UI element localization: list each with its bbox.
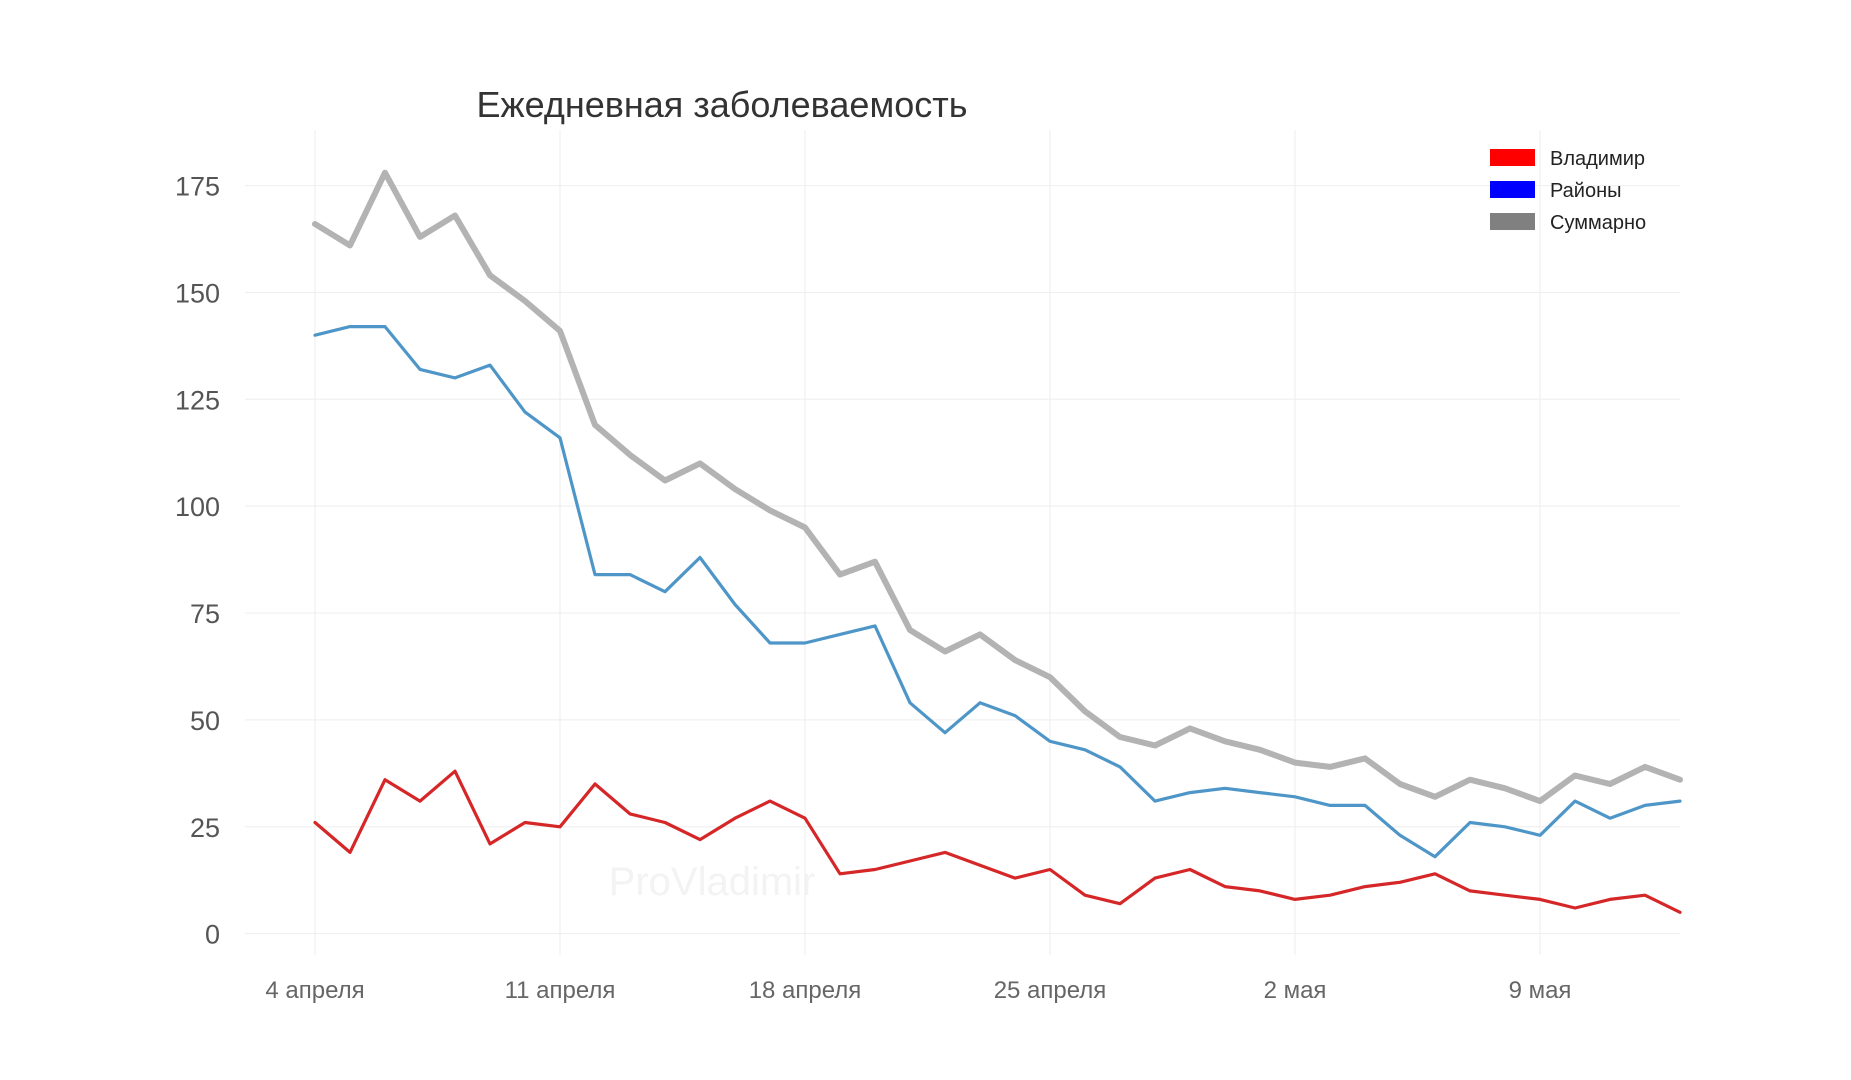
series-line-Суммарно [312, 169, 1683, 805]
x-tick-label: 18 апреля [749, 977, 862, 1004]
x-tick-label: 25 апреля [994, 977, 1107, 1004]
watermark: ProVladimir [609, 860, 816, 904]
legend-label: Районы [1550, 180, 1622, 202]
x-tick-label: 9 мая [1509, 977, 1572, 1004]
y-tick-label: 0 [205, 920, 220, 950]
y-tick-label: 175 [175, 172, 220, 202]
grid [245, 130, 1680, 955]
x-tick-label: 4 апреля [265, 977, 364, 1004]
y-axis-ticks: 0 25 50 75 100 125 150 175 [175, 172, 220, 950]
series-line-Владимир [313, 769, 1682, 914]
y-tick-label: 75 [190, 599, 220, 629]
y-tick-label: 50 [190, 706, 220, 736]
legend-swatch [1490, 181, 1535, 198]
legend-label: Владимир [1550, 148, 1645, 170]
x-tick-label: 11 апреля [505, 977, 616, 1004]
legend-swatch [1490, 149, 1535, 166]
x-axis-ticks: 4 апреля 11 апреля 18 апреля 25 апреля 2 мая… [265, 977, 1571, 1004]
legend: Владимир Районы Суммарно [1490, 148, 1646, 234]
x-tick-label: 2 мая [1264, 977, 1327, 1004]
y-tick-label: 150 [175, 278, 220, 308]
y-tick-label: 100 [175, 492, 220, 522]
legend-label: Суммарно [1550, 212, 1646, 234]
series-line-Районы [313, 325, 1682, 859]
chart-title: Ежедневная заболеваемость [477, 84, 968, 125]
y-tick-label: 125 [175, 385, 220, 415]
series-lines [312, 169, 1683, 914]
y-tick-label: 25 [190, 813, 220, 843]
legend-swatch [1490, 213, 1535, 230]
